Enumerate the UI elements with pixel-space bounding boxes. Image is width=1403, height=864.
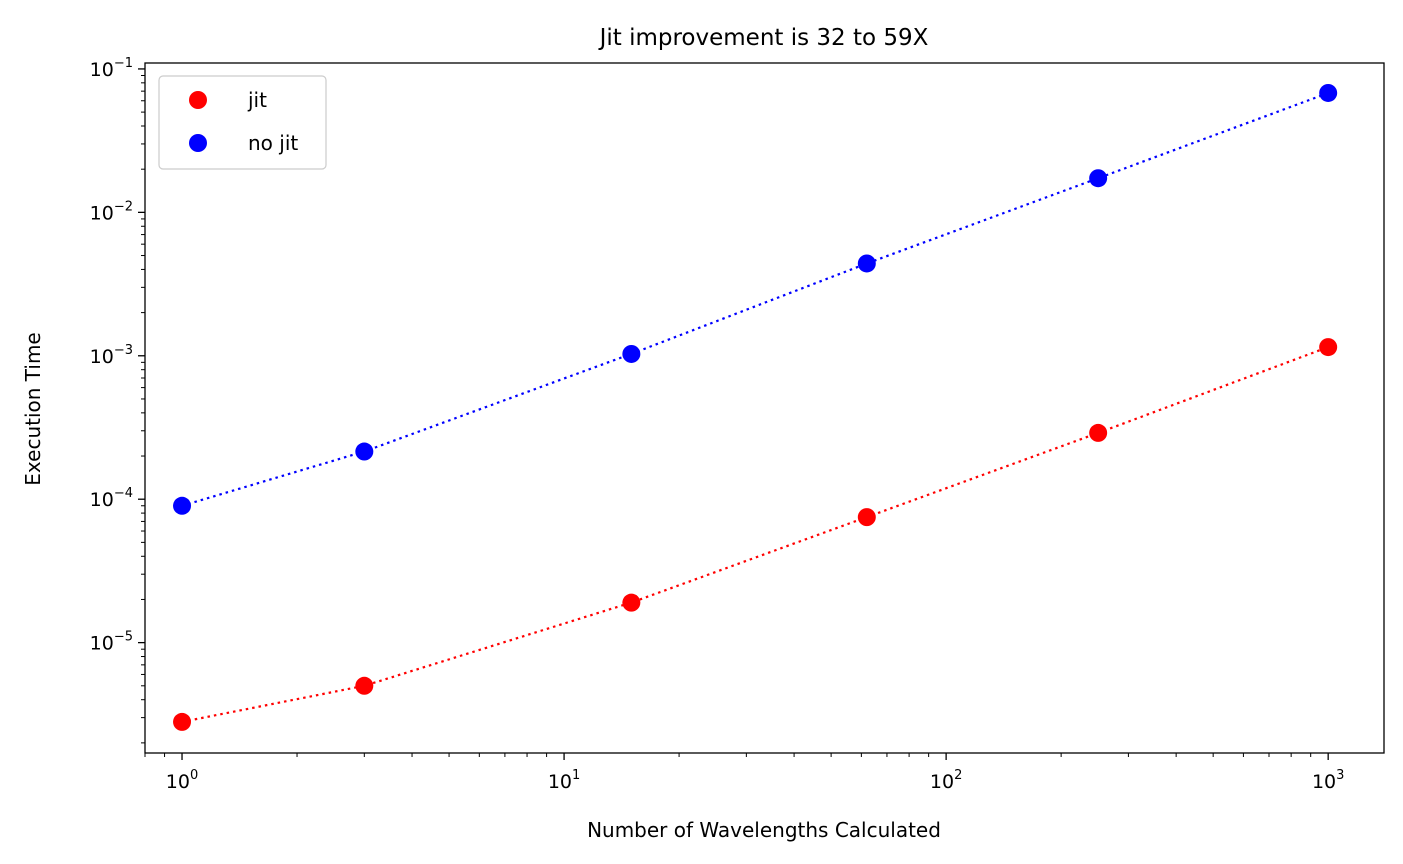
y-tick-label-base: 10 — [90, 346, 114, 368]
data-point-jit — [1319, 338, 1338, 357]
data-point-jit — [355, 676, 374, 695]
x-tick-label-exponent: 0 — [190, 768, 198, 783]
x-tick-label: 102 — [930, 768, 962, 793]
plot-frame — [144, 62, 1385, 754]
x-tick-label-base: 10 — [548, 771, 572, 793]
y-tick-label-exponent: −3 — [114, 343, 133, 358]
legend-box — [158, 75, 327, 170]
data-point-no-jit — [1089, 169, 1108, 188]
data-point-jit — [857, 508, 876, 527]
legend: jit no jit — [158, 75, 327, 170]
legend-marker-no-jit — [189, 134, 207, 152]
legend-label-no-jit: no jit — [248, 131, 298, 155]
y-tick-label: 10−1 — [90, 56, 133, 81]
x-tick-label: 100 — [166, 768, 198, 793]
y-axis-label: Execution Time — [21, 332, 45, 485]
data-point-no-jit — [355, 442, 374, 461]
y-tick-label: 10−2 — [90, 199, 133, 224]
series-line-no-jit — [181, 91, 1329, 507]
legend-label-jit: jit — [247, 88, 267, 112]
x-tick-label-exponent: 2 — [954, 768, 962, 783]
y-tick-label-exponent: −4 — [114, 486, 133, 501]
x-tick-label-base: 10 — [1312, 771, 1336, 793]
data-point-no-jit — [857, 254, 876, 273]
data-point-jit — [173, 712, 192, 731]
y-tick-label-exponent: −5 — [114, 630, 133, 645]
y-tick-label: 10−3 — [90, 343, 133, 368]
x-tick-label-exponent: 3 — [1336, 768, 1344, 783]
x-tick-label-base: 10 — [930, 771, 954, 793]
data-point-jit — [622, 593, 641, 612]
y-tick-label-base: 10 — [90, 202, 114, 224]
x-tick-label: 103 — [1312, 768, 1344, 793]
x-tick-label: 101 — [548, 768, 580, 793]
y-tick-label-base: 10 — [90, 633, 114, 655]
legend-marker-jit — [189, 91, 207, 109]
series-line-jit — [181, 346, 1329, 723]
y-tick-label-exponent: −2 — [114, 199, 133, 214]
y-tick-label: 10−5 — [90, 630, 133, 655]
x-tick-label-base: 10 — [166, 771, 190, 793]
y-tick-label-exponent: −1 — [114, 56, 133, 71]
chart-title: Jit improvement is 32 to 59X — [598, 25, 929, 51]
y-tick-label-base: 10 — [90, 59, 114, 81]
data-point-no-jit — [1319, 83, 1338, 102]
y-tick-label: 10−4 — [90, 486, 133, 511]
data-point-no-jit — [173, 496, 192, 515]
data-point-jit — [1089, 423, 1108, 442]
y-tick-label-base: 10 — [90, 489, 114, 511]
data-point-no-jit — [622, 344, 641, 363]
x-tick-label-exponent: 1 — [572, 768, 580, 783]
x-axis-label: Number of Wavelengths Calculated — [587, 818, 941, 842]
